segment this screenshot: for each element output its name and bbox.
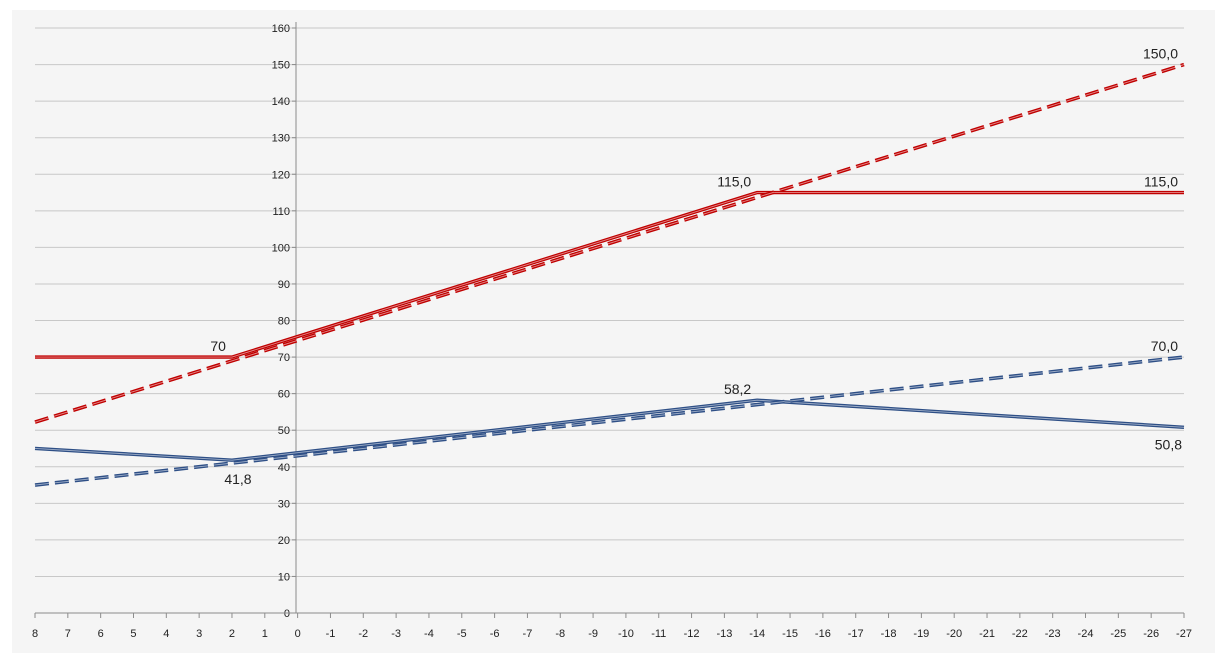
y-tick-label: 120 xyxy=(272,169,290,181)
x-tick-label: -25 xyxy=(1110,628,1126,640)
plot-area xyxy=(12,10,1215,653)
x-tick-label: -12 xyxy=(684,628,700,640)
x-tick-label: 8 xyxy=(32,628,38,640)
x-tick-label: -19 xyxy=(913,628,929,640)
data-label: 115,0 xyxy=(717,174,751,190)
y-tick-label: 100 xyxy=(272,242,290,254)
x-tick-label: 1 xyxy=(262,628,268,640)
axes: 0102030405060708090100110120130140150160… xyxy=(32,22,1192,640)
y-tick-label: 110 xyxy=(272,206,290,218)
y-tick-label: 10 xyxy=(278,571,290,583)
gridlines xyxy=(35,27,1184,577)
x-tick-label: -18 xyxy=(881,628,897,640)
data-label: 150,0 xyxy=(1143,46,1178,62)
x-tick-label: -21 xyxy=(979,628,995,640)
x-tick-label: -15 xyxy=(782,628,798,640)
x-tick-label: -11 xyxy=(651,628,666,640)
x-tick-label: -20 xyxy=(946,628,962,640)
x-tick-label: -13 xyxy=(716,628,732,640)
x-tick-label: -3 xyxy=(391,628,401,640)
series-line-highlight xyxy=(35,192,1184,358)
x-tick-label: -24 xyxy=(1078,628,1094,640)
x-tick-label: 7 xyxy=(65,628,71,640)
x-tick-label: 2 xyxy=(229,628,235,640)
y-tick-label: 150 xyxy=(272,60,290,72)
data-label: 115,0 xyxy=(1144,174,1178,190)
x-tick-label: -16 xyxy=(815,628,831,640)
x-tick-label: -27 xyxy=(1176,628,1192,640)
x-tick-label: 3 xyxy=(196,628,202,640)
data-label: 70 xyxy=(210,338,226,354)
data-label: 70,0 xyxy=(1151,338,1178,354)
x-tick-label: -14 xyxy=(749,628,765,640)
x-tick-label: -2 xyxy=(358,628,368,640)
x-tick-label: -23 xyxy=(1045,628,1061,640)
data-label: 50,8 xyxy=(1155,436,1182,452)
y-tick-label: 50 xyxy=(278,425,290,437)
y-tick-label: 40 xyxy=(278,462,290,474)
series-lines xyxy=(34,62,1185,487)
y-tick-label: 30 xyxy=(278,498,290,510)
series-line-highlight xyxy=(34,64,1185,423)
data-label: 58,2 xyxy=(724,381,751,397)
y-tick-label: 90 xyxy=(278,279,290,291)
x-tick-label: -10 xyxy=(618,628,634,640)
x-tick-label: -8 xyxy=(555,628,565,640)
x-tick-label: -22 xyxy=(1012,628,1028,640)
x-tick-label: -1 xyxy=(326,628,336,640)
data-labels: 70 115,0 115,0 150,0 70,0 58,2 50,8 41,8 xyxy=(210,46,1182,488)
x-tick-label: 4 xyxy=(163,628,169,640)
x-tick-label: -17 xyxy=(848,628,864,640)
y-tick-label: 60 xyxy=(278,389,290,401)
y-tick-label: 20 xyxy=(278,535,290,547)
x-tick-label: 0 xyxy=(295,628,301,640)
x-tick-label: -4 xyxy=(424,628,434,640)
x-tick-label: -9 xyxy=(588,628,598,640)
x-tick-label: 6 xyxy=(98,628,104,640)
y-tick-label: 140 xyxy=(272,96,290,108)
data-label: 41,8 xyxy=(224,471,251,487)
series-line-highlight xyxy=(34,399,1185,461)
y-tick-label: 0 xyxy=(284,608,290,620)
x-tick-label: 5 xyxy=(130,628,136,640)
series-line-highlight xyxy=(34,356,1185,486)
x-tick-label: -26 xyxy=(1143,628,1159,640)
y-tick-label: 70 xyxy=(278,352,290,364)
y-tick-label: 160 xyxy=(272,23,290,35)
y-tick-label: 130 xyxy=(272,133,290,145)
y-tick-label: 80 xyxy=(278,316,290,328)
x-tick-label: -5 xyxy=(457,628,467,640)
x-tick-label: -6 xyxy=(490,628,500,640)
x-tick-label: -7 xyxy=(523,628,533,640)
